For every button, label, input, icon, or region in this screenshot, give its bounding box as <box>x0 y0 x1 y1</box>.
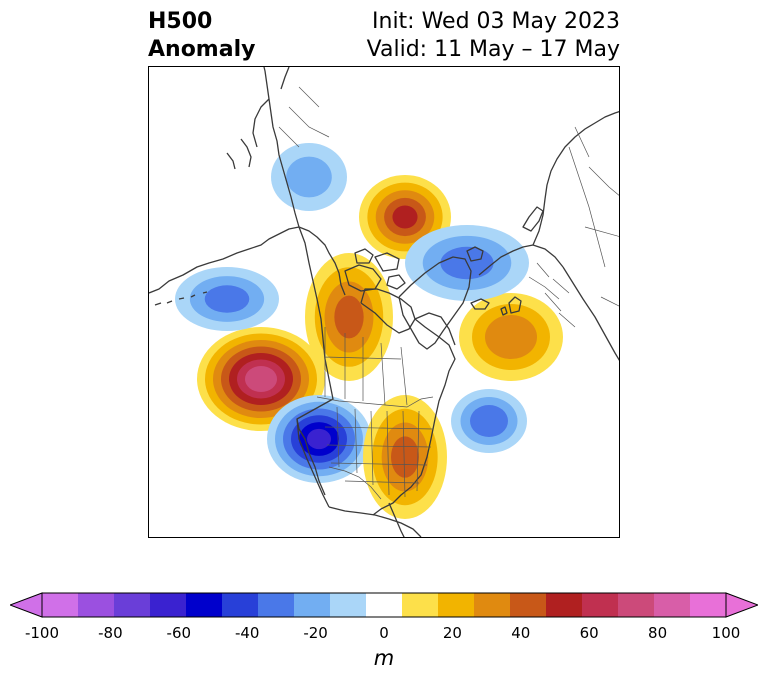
colorbar-segment <box>258 593 295 617</box>
coastlines <box>149 67 619 537</box>
colorbar-tick-label: 20 <box>442 624 462 642</box>
europe-borders <box>528 262 576 328</box>
colorbar-unit-label: m <box>373 646 395 670</box>
colorbar-segment <box>294 593 331 617</box>
colorbar-segment <box>474 593 511 617</box>
novaya-zemlya <box>522 206 544 232</box>
colorbar-over-arrow <box>725 592 758 618</box>
colorbar-segment <box>222 593 259 617</box>
colorbar-tick-label: 40 <box>511 624 531 642</box>
anomaly-east-asia-trough <box>271 143 347 211</box>
map-panel <box>148 66 620 538</box>
political-borders <box>278 86 619 500</box>
contour-band <box>204 285 250 313</box>
title-line-2: Anomaly <box>148 37 256 62</box>
colorbar-tick-label: -20 <box>303 624 328 642</box>
anomaly-northeast-pacific-ridge <box>197 327 325 431</box>
canadian-arctic-islands <box>344 248 406 292</box>
colorbar-segment <box>618 593 655 617</box>
greenland-coastline <box>398 256 472 350</box>
title-line-1: H500 <box>148 9 213 34</box>
colorbar-under-arrow <box>10 592 43 618</box>
us-state-lines <box>324 406 434 498</box>
valid-range: Valid: 11 May – 17 May <box>366 37 620 62</box>
europe-coast <box>562 266 619 361</box>
contour-band <box>392 205 418 229</box>
labrador-coast <box>414 312 456 346</box>
colorbar-segment <box>366 593 403 617</box>
colorbar-tick-label: 100 <box>711 624 741 642</box>
colorbar-segment <box>114 593 151 617</box>
colorbar-segment <box>402 593 439 617</box>
west-coast-north-america <box>296 226 334 508</box>
colorbar-segment <box>78 593 115 617</box>
colorbar-tick-label: -60 <box>166 624 192 642</box>
colorbar-segment <box>150 593 187 617</box>
east-coast-north-america <box>372 318 456 516</box>
map-svg <box>149 67 619 537</box>
contour-band <box>245 366 277 392</box>
colorbar-segment <box>510 593 547 617</box>
anomaly-central-atlantic-ridge <box>459 293 563 381</box>
contour-band <box>470 405 508 437</box>
colorbar-outline <box>41 592 727 618</box>
date-info: Init: Wed 03 May 2023 Valid: 11 May – 17… <box>367 8 620 64</box>
svalbard <box>466 246 484 262</box>
contour-band <box>334 295 364 339</box>
colorbar-tick-label: -40 <box>234 624 260 642</box>
british-isles <box>500 296 522 316</box>
contour-band <box>391 436 419 478</box>
scandinavia-coast <box>478 244 564 276</box>
florida-coast <box>388 502 405 537</box>
aleutian-islands <box>154 291 208 306</box>
colorbar-tick-label: -100 <box>24 624 60 642</box>
contour-band <box>286 156 332 198</box>
colorbar-tick-label: 80 <box>648 624 668 642</box>
colorbar-tick-labels: -100 -80 -60 -40 -20 0 20 40 60 80 100 <box>0 624 768 644</box>
colorbar <box>10 592 758 618</box>
colorbar-segment <box>582 593 619 617</box>
baja-coastline <box>296 418 326 496</box>
anomaly-western-us-trough <box>267 395 371 483</box>
colorbar-tick-label: -80 <box>98 624 123 642</box>
gulf-coast <box>328 506 422 537</box>
colorbar-segment <box>438 593 475 617</box>
colorbar-segment <box>654 593 691 617</box>
colorbar-segment <box>186 593 223 617</box>
colorbar-segment <box>330 593 367 617</box>
russia-borders <box>568 126 619 307</box>
iceland <box>470 298 490 310</box>
colorbar-segment <box>546 593 583 617</box>
init-date: Init: Wed 03 May 2023 <box>372 9 620 34</box>
chart-title: H500 Anomaly <box>148 8 255 64</box>
canada-province-lines <box>324 327 408 406</box>
colorbar-tick-label: 60 <box>579 624 599 642</box>
colorbar-tick-label: 0 <box>379 624 389 642</box>
anomaly-eastern-us-ridge <box>363 395 447 519</box>
alaska-coastline <box>149 226 346 296</box>
anomaly-aleutian-trough <box>175 267 279 331</box>
contour-band <box>307 428 331 450</box>
kamchatka-japan <box>226 67 290 170</box>
colorbar-segment <box>690 593 727 617</box>
siberia-arctic-coast <box>532 110 619 246</box>
us-mexico-border <box>328 466 382 500</box>
east-asia-coast <box>263 67 300 228</box>
anomaly-contours <box>175 143 563 519</box>
colorbar-segments <box>42 593 727 617</box>
contour-band <box>485 315 537 359</box>
anomaly-western-atlantic-trough <box>451 389 527 453</box>
colorbar-segment <box>42 593 79 617</box>
asia-borders <box>278 86 330 148</box>
anomaly-western-canada-arctic-ridge <box>305 253 393 381</box>
